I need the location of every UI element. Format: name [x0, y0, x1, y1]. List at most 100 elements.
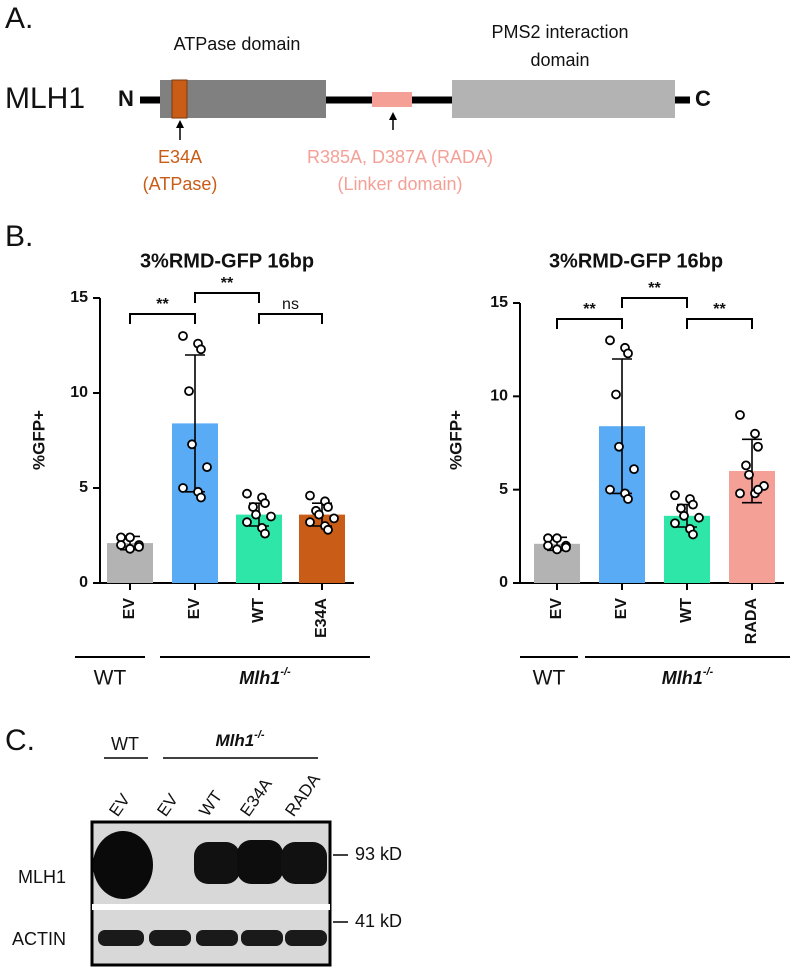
y-tick-label: 0: [499, 574, 508, 591]
blot-gap: [92, 904, 330, 910]
data-point: [623, 494, 633, 504]
y-tick-label: 10: [490, 388, 508, 405]
significance-bracket: [258, 313, 323, 324]
data-point: [753, 441, 763, 452]
group-label-sup: -/-: [280, 666, 291, 678]
data-point: [629, 464, 639, 475]
group-label-sup: -/-: [703, 666, 714, 678]
data-point: [266, 511, 276, 522]
data-point: [251, 509, 261, 520]
lane-label: RADA: [281, 770, 324, 820]
lane-label: EV: [153, 790, 182, 820]
band: [93, 831, 153, 899]
data-point: [314, 509, 324, 520]
row-label: MLH1: [18, 867, 66, 887]
data-point: [329, 513, 339, 524]
x-tick-label: RADA: [743, 598, 760, 645]
x-tick-label: EV: [548, 598, 565, 620]
significance-label: **: [583, 301, 596, 318]
group-label-sup: -/-: [254, 729, 265, 741]
group-label: WT: [533, 667, 566, 690]
y-axis-label: %GFP+: [446, 410, 465, 470]
lane-labels: EV EV WT E34A RADA: [105, 770, 324, 820]
data-point: [125, 543, 135, 554]
significance-label: **: [713, 301, 726, 318]
data-point: [694, 512, 704, 523]
significance-label: **: [221, 275, 234, 292]
e34a-site: [171, 79, 188, 119]
mutation-label: E34A: [158, 147, 202, 167]
lane-label: WT: [195, 787, 226, 820]
data-point: [611, 389, 621, 400]
x-tick-label: EV: [186, 598, 203, 620]
data-point: [753, 484, 763, 495]
significance-bracket: [686, 318, 753, 329]
data-point: [561, 542, 571, 553]
band: [194, 842, 240, 884]
data-point: [323, 524, 333, 535]
significance-bracket: [556, 318, 623, 329]
atpase-domain: [160, 80, 326, 118]
data-point: [688, 499, 698, 510]
y-tick-label: 10: [70, 384, 88, 401]
protein-name: MLH1: [5, 82, 85, 115]
panel-label: A.: [5, 2, 33, 35]
chart-title: 3%RMD-GFP 16bp: [549, 250, 723, 272]
data-point: [116, 540, 126, 550]
arrow-head: [389, 112, 397, 120]
data-point: [735, 410, 745, 420]
data-point: [202, 462, 212, 473]
x-tick-label: WT: [678, 598, 695, 623]
n-terminus: N: [118, 86, 134, 111]
marker-label: 93 kD: [355, 844, 402, 864]
group-label-text: Mlh1: [662, 668, 703, 688]
data-point: [196, 344, 206, 355]
y-axis-label: %GFP+: [29, 410, 48, 470]
data-point: [623, 348, 633, 359]
x-tick-label: E34A: [313, 598, 330, 638]
data-point: [305, 490, 315, 501]
data-point: [679, 510, 689, 521]
data-point: [750, 428, 760, 439]
data-point: [614, 441, 624, 452]
data-point: [196, 492, 206, 503]
band: [149, 930, 191, 946]
data-point: [125, 532, 135, 543]
data-point: [543, 540, 553, 551]
data-point: [178, 331, 188, 341]
band: [237, 840, 283, 884]
data-point: [260, 498, 270, 509]
y-tick-label: 15: [490, 294, 508, 311]
lane-label: EV: [105, 790, 134, 820]
band: [241, 930, 283, 946]
y-tick-label: 15: [70, 289, 88, 306]
significance-bracket: [621, 297, 688, 308]
data-point: [670, 518, 680, 529]
y-tick-label: 5: [499, 481, 508, 498]
group-label: Mlh1-/-: [239, 666, 291, 688]
linker-site: [372, 92, 412, 107]
data-point: [305, 517, 315, 528]
group-label-text: Mlh1: [239, 668, 280, 688]
x-tick-label: EV: [613, 598, 630, 620]
data-point: [688, 529, 698, 540]
lane-label: E34A: [236, 774, 276, 820]
domain-label: domain: [530, 50, 589, 70]
x-tick-label: EV: [121, 598, 138, 620]
data-point: [242, 488, 252, 499]
pms2-domain: [452, 80, 675, 118]
x-tick-label: WT: [250, 598, 267, 623]
group-label: WT: [94, 667, 127, 690]
data-point: [741, 460, 751, 471]
mutation-label: (Linker domain): [337, 174, 462, 194]
data-point: [184, 386, 194, 397]
significance-bracket: [194, 292, 260, 303]
data-point: [605, 335, 615, 346]
data-point: [605, 484, 615, 495]
data-point: [552, 533, 562, 544]
data-point: [178, 483, 188, 493]
data-point: [323, 502, 333, 512]
data-point: [242, 517, 252, 528]
